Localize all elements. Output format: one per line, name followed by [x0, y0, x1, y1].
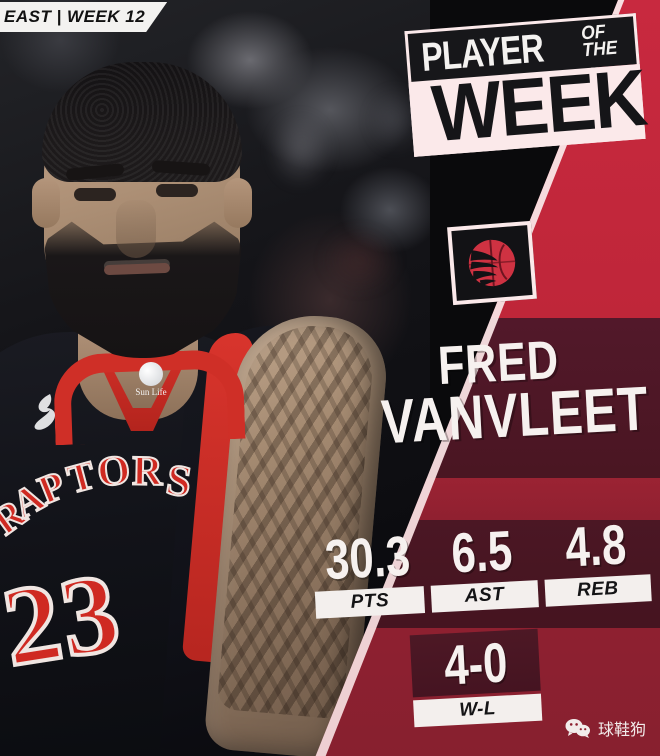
title-lockup: PLAYER OF THE WEEK: [404, 13, 649, 159]
stat-reb-value: 4.8: [563, 512, 628, 579]
player-figure: Sun Life R A P T O R S 23: [0, 0, 430, 756]
hair: [42, 62, 242, 182]
jersey-number: 23: [0, 548, 131, 693]
sun-life-label: Sun Life: [135, 387, 167, 397]
ear-left: [32, 178, 60, 228]
stat-ast-label-bar: AST: [430, 580, 539, 613]
stat-reb-label-bar: REB: [543, 574, 652, 607]
team-logo: [447, 220, 537, 306]
sun-life-globe-icon: [139, 362, 163, 386]
sun-life-sponsor-patch: Sun Life: [120, 362, 182, 404]
eye-left: [74, 188, 116, 201]
eye-right: [156, 184, 198, 197]
watermark-text: 球鞋狗: [597, 720, 646, 739]
conference-week-banner: EAST | WEEK 12: [0, 2, 168, 32]
record-value-box: 4-0: [409, 628, 541, 698]
stat-pts-label: PTS: [350, 589, 390, 613]
stat-ast: 6.5 AST: [428, 518, 539, 622]
record-value: 4-0: [442, 630, 509, 697]
stat-reb-label: REB: [576, 577, 620, 602]
record-label: W-L: [458, 698, 497, 721]
nose: [116, 200, 156, 258]
jumpman-icon: [34, 394, 55, 430]
stat-pts-label-bar: PTS: [314, 586, 426, 619]
watermark: 球鞋狗: [565, 716, 646, 740]
stat-pts: 30.3 PTS: [312, 523, 426, 629]
ear-right: [224, 178, 252, 228]
wechat-icon: [565, 719, 590, 738]
player-photo: Sun Life R A P T O R S 23: [0, 0, 430, 756]
raptors-basketball-icon: [468, 239, 516, 288]
title-week-word: WEEK: [428, 52, 649, 159]
player-name: FRED VANVLEET: [347, 330, 652, 458]
conference-week-label: EAST | WEEK 12: [4, 7, 146, 26]
stat-reb: 4.8 REB: [541, 512, 652, 616]
stats-row: 30.3 PTS 6.5 AST 4.8 REB: [312, 512, 653, 629]
title-lower-bar: WEEK: [408, 52, 649, 159]
stat-ast-label: AST: [464, 583, 505, 607]
stat-pts-value: 30.3: [323, 523, 412, 592]
player-last-name: VANVLEET: [379, 374, 651, 458]
stat-ast-value: 6.5: [450, 518, 515, 585]
record-stat: 4-0 W-L: [409, 628, 543, 728]
